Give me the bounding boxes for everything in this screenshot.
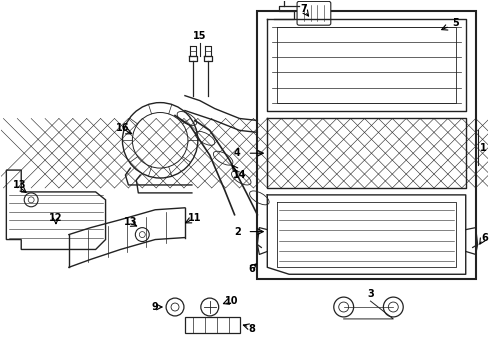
Text: 1: 1: [480, 143, 487, 153]
Text: 5: 5: [452, 18, 459, 28]
Text: 3: 3: [367, 289, 374, 299]
Text: 9: 9: [152, 302, 159, 312]
Bar: [185, 317, 240, 333]
Text: 16: 16: [116, 123, 129, 134]
Bar: [268, 118, 466, 188]
Text: 2: 2: [234, 226, 241, 237]
Text: 11: 11: [188, 213, 201, 223]
Bar: [257, 11, 476, 279]
Text: 14: 14: [233, 170, 246, 180]
Text: 8: 8: [248, 324, 255, 334]
Text: 7: 7: [301, 4, 307, 14]
Text: 4: 4: [233, 148, 240, 158]
Text: 12: 12: [49, 213, 63, 223]
Text: 6: 6: [481, 233, 488, 243]
Text: 13: 13: [123, 217, 137, 227]
Text: 10: 10: [225, 296, 238, 306]
FancyBboxPatch shape: [297, 1, 331, 25]
Text: 13: 13: [13, 180, 26, 190]
Text: 6: 6: [248, 264, 255, 274]
Text: 15: 15: [193, 31, 207, 41]
